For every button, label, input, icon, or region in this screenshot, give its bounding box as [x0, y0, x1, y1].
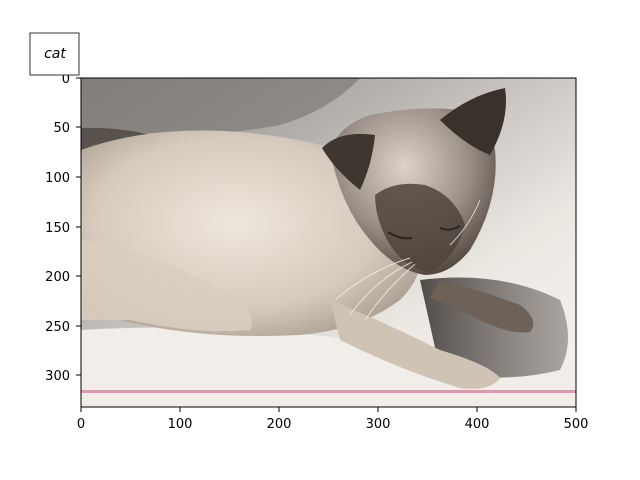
- cat-face-mask: [375, 183, 465, 272]
- caption-text: cat: [44, 46, 66, 62]
- blanket-shadow: [81, 78, 360, 134]
- overlay-line: [81, 390, 576, 393]
- cat-eye-left: [387, 231, 413, 240]
- y-tick-label: 0: [62, 72, 70, 87]
- y-tick-label: 50: [53, 121, 70, 136]
- plot-frame: [80, 77, 577, 408]
- cat-eye-right: [439, 225, 461, 231]
- x-tick-label: 100: [168, 417, 193, 432]
- cat-front-paw-dark: [430, 280, 534, 333]
- y-tick-label: 200: [45, 270, 70, 285]
- x-tick-label: 400: [465, 417, 490, 432]
- x-tick-label: 500: [564, 417, 589, 432]
- cat-left-ear: [322, 133, 375, 190]
- blanket-light: [81, 327, 576, 407]
- caption-label: cat: [29, 32, 80, 76]
- y-tick-label: 300: [45, 369, 70, 384]
- y-tick-label: 100: [45, 171, 70, 186]
- cat-whiskers: [334, 199, 481, 321]
- x-tick-label: 200: [267, 417, 292, 432]
- cat-hind-leg: [81, 240, 252, 332]
- cat-front-leg: [330, 300, 500, 389]
- cat-photo: [81, 78, 576, 407]
- x-axis: 0 100 200 300 400 500: [77, 407, 589, 432]
- y-axis: 0 50 100 150 200 250 300: [45, 72, 81, 384]
- y-tick-label: 150: [45, 221, 70, 236]
- y-tick-label: 250: [45, 320, 70, 335]
- x-tick-label: 0: [77, 417, 85, 432]
- x-tick-label: 300: [366, 417, 391, 432]
- cat-right-ear: [440, 88, 506, 155]
- caption-box: [29, 32, 80, 76]
